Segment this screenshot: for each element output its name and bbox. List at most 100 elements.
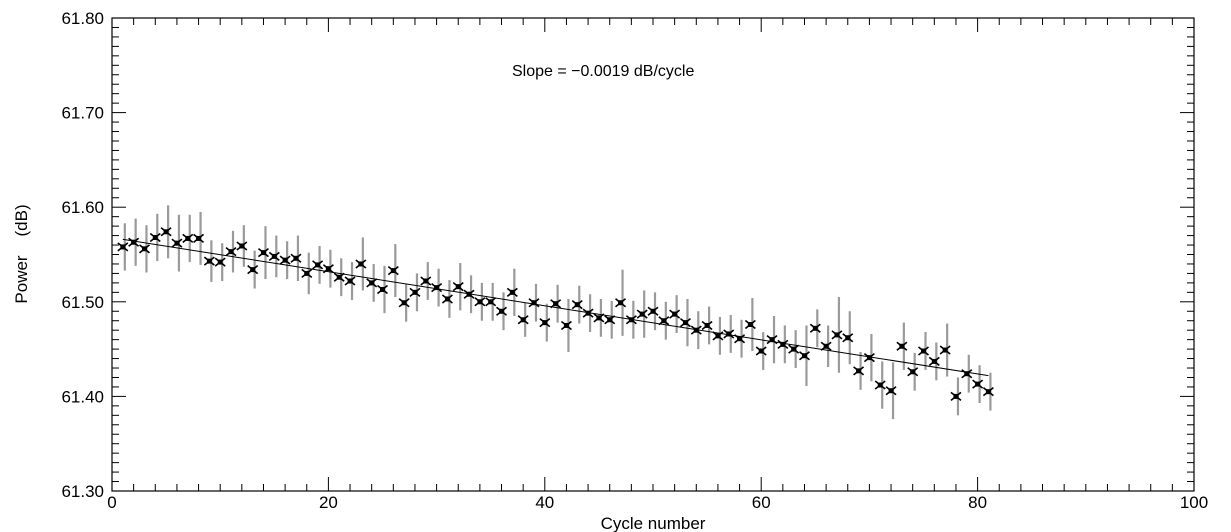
data-point	[604, 315, 616, 325]
data-point	[679, 317, 691, 328]
data-point	[441, 294, 453, 304]
y-tick-label: 61.40	[61, 387, 104, 406]
data-point	[117, 242, 129, 252]
data-point	[701, 320, 713, 331]
data-point	[322, 264, 334, 274]
data-point	[171, 238, 183, 248]
y-tick-label: 61.30	[61, 482, 104, 501]
data-point	[539, 317, 551, 328]
data-point	[658, 316, 670, 326]
data-point	[918, 346, 929, 356]
data-point	[377, 284, 388, 295]
y-tick-label: 61.70	[61, 104, 104, 123]
data-point	[615, 298, 627, 308]
data-point	[755, 346, 767, 356]
data-point	[344, 276, 356, 286]
data-point	[939, 345, 951, 355]
data-point	[950, 391, 962, 402]
data-point	[355, 259, 367, 269]
axis-ticks	[111, 17, 1195, 492]
y-tick-label: 61.60	[61, 198, 104, 217]
data-point	[290, 253, 302, 263]
data-point	[712, 331, 724, 341]
data-point	[560, 320, 572, 331]
data-point	[636, 309, 648, 319]
data-point	[268, 251, 280, 262]
data-point	[853, 366, 865, 376]
data-point	[279, 255, 291, 265]
data-point	[777, 339, 789, 349]
data-point	[690, 325, 702, 335]
data-point	[225, 247, 237, 257]
data-points	[117, 227, 994, 402]
data-point	[474, 297, 486, 307]
data-point	[842, 333, 854, 343]
data-point	[582, 308, 594, 318]
data-point	[247, 265, 259, 275]
data-point	[961, 369, 973, 379]
x-tick-label: 60	[752, 493, 771, 512]
data-point	[149, 232, 161, 243]
data-point	[409, 287, 421, 297]
data-point	[312, 260, 324, 270]
slope-annotation: Slope = −0.0019 dB/cycle	[512, 63, 694, 80]
data-point	[831, 330, 843, 340]
data-point	[257, 247, 269, 258]
data-point	[885, 386, 897, 396]
data-point	[182, 233, 194, 244]
data-point	[928, 356, 940, 367]
data-point	[128, 237, 140, 247]
data-point	[236, 241, 248, 251]
data-point	[387, 265, 399, 276]
data-point	[863, 352, 875, 363]
data-point	[669, 309, 681, 319]
x-tick-label: 40	[535, 493, 554, 512]
data-point	[896, 341, 908, 351]
data-point	[550, 299, 562, 309]
data-point	[874, 380, 886, 390]
data-point	[798, 351, 810, 361]
data-point	[744, 319, 756, 330]
data-point	[766, 335, 778, 345]
y-tick-label: 61.50	[61, 293, 104, 312]
data-point	[506, 287, 518, 297]
data-point	[571, 300, 583, 310]
data-point	[333, 272, 345, 282]
y-tick-labels: 61.30 61.40 61.50 61.60 61.70 61.80	[61, 9, 104, 501]
data-point	[398, 298, 410, 308]
fit-line	[122, 238, 989, 377]
data-point	[203, 256, 215, 266]
data-point	[517, 315, 529, 325]
data-point	[193, 233, 205, 244]
data-point	[788, 344, 800, 354]
data-point	[301, 268, 313, 279]
data-point	[452, 282, 464, 292]
data-point	[366, 278, 378, 288]
x-axis-title: Cycle number	[601, 514, 706, 532]
y-tick-label: 61.80	[61, 9, 104, 28]
data-point	[647, 306, 659, 316]
data-point	[420, 276, 432, 286]
x-tick-label: 100	[1180, 493, 1208, 512]
data-point	[723, 329, 735, 339]
x-tick-label: 20	[319, 493, 338, 512]
data-point	[160, 227, 172, 237]
data-point	[809, 323, 821, 333]
data-point	[431, 282, 443, 293]
x-tick-label: 80	[968, 493, 987, 512]
data-point	[485, 297, 497, 307]
data-point	[496, 306, 508, 316]
error-bars	[123, 205, 992, 420]
data-point	[982, 387, 994, 397]
data-point	[138, 244, 150, 254]
data-point	[820, 341, 832, 351]
y-axis-title: Power (dB)	[12, 204, 31, 303]
data-point	[528, 298, 540, 308]
data-point	[625, 315, 637, 325]
data-point	[972, 379, 984, 389]
data-point	[907, 367, 919, 377]
x-tick-labels: 0 20 40 60 80 100	[107, 493, 1208, 512]
data-point	[463, 289, 475, 299]
x-tick-label: 0	[107, 493, 116, 512]
